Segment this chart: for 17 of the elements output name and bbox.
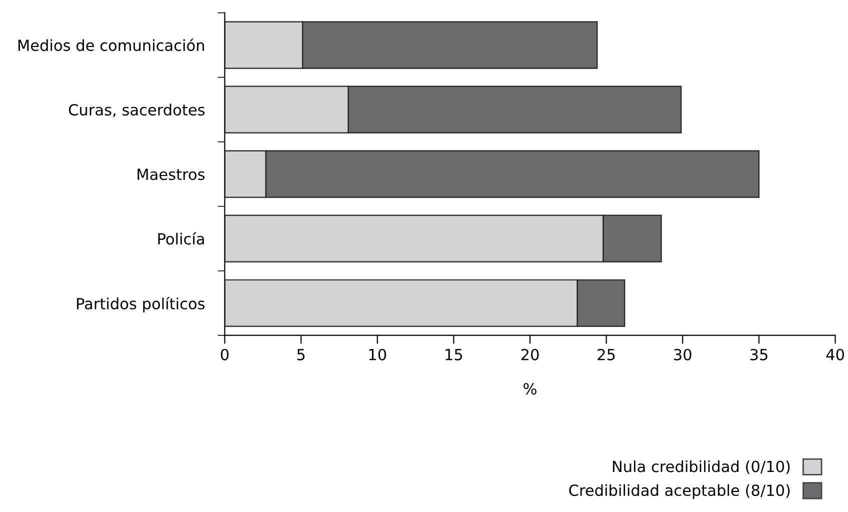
x-tick-label: 30 xyxy=(674,348,692,360)
x-tick-label: 5 xyxy=(297,349,305,360)
legend-label: Credibilidad aceptable (8/10) xyxy=(569,484,790,500)
x-tick-label: 15 xyxy=(446,349,462,360)
x-axis-title: % xyxy=(524,383,536,395)
x-tick-label: 35 xyxy=(750,348,768,360)
x-tick-label: 10 xyxy=(369,348,386,360)
x-tick-label: 0 xyxy=(220,348,229,360)
x-tick-label: 25 xyxy=(598,348,615,360)
x-tick-label: 20 xyxy=(521,348,539,360)
x-tick-label: 40 xyxy=(826,348,844,360)
legend-label: Nula credibilidad (0/10) xyxy=(612,460,790,474)
y-tick-label: Policía xyxy=(158,232,204,245)
y-tick-label: Curas, sacerdotes xyxy=(68,104,205,118)
y-tick-label: Medios de comunicación xyxy=(18,38,204,52)
y-tick-label: Maestros xyxy=(138,168,205,180)
y-tick-label: Partidos políticos xyxy=(77,296,205,312)
